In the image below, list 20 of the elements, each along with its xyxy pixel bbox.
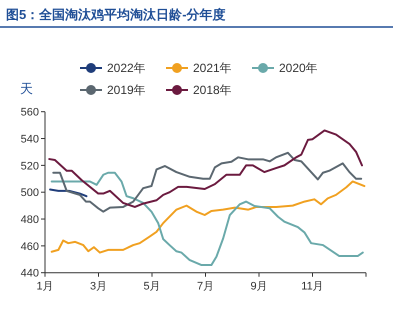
legend-label: 2021年 (193, 61, 232, 75)
legend-label: 2022年 (107, 61, 146, 75)
y-tick-label: 460 (20, 240, 39, 253)
x-tick-label: 3月 (90, 280, 108, 293)
y-tick-label: 500 (20, 187, 39, 200)
x-tick-label: 5月 (143, 280, 161, 293)
x-tick-label: 11月 (301, 280, 324, 293)
y-tick-label: 440 (20, 268, 39, 280)
legend-label: 2020年 (279, 61, 318, 75)
y-axis-title: 天 (20, 81, 33, 96)
legend-label: 2018年 (193, 83, 232, 97)
y-tick-label: 540 (20, 134, 39, 146)
x-tick-label: 1月 (36, 280, 54, 293)
y-tick-label: 520 (20, 160, 39, 172)
x-tick-label: 9月 (250, 280, 268, 293)
y-tick-label: 480 (20, 214, 39, 226)
chart-title: 图5：全国淘汰鸡平均淘汰日龄-分年度 (6, 7, 226, 22)
y-tick-label: 560 (20, 106, 39, 119)
legend-label: 2019年 (107, 83, 146, 97)
x-tick-label: 7月 (196, 280, 214, 293)
